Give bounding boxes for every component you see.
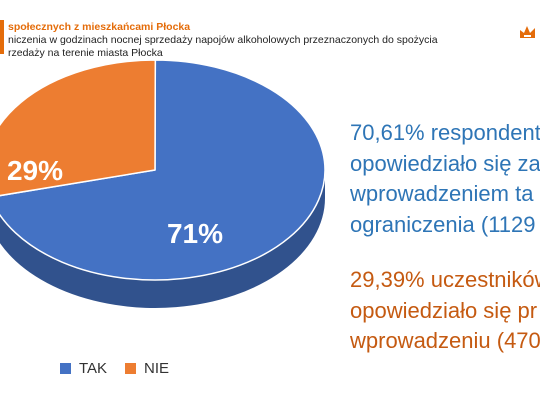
slide-header: społecznych z mieszkańcami Płocka niczen… — [0, 0, 540, 62]
no-summary-line: 29,39% uczestników — [350, 267, 540, 292]
legend-label: TAK — [79, 360, 108, 377]
legend-swatch — [125, 363, 136, 374]
yes-summary-line: opowiedziało się za — [350, 150, 540, 176]
data-label-nie: 29% — [7, 155, 63, 186]
legend-item-nie: NIE — [125, 360, 169, 377]
slide-subtitle-line-2: rzedaży na terenie miasta Płocka — [8, 47, 163, 59]
no-summary-line: opowiedziało się pr — [350, 297, 538, 323]
city-crest-icon — [520, 26, 535, 38]
yes-summary-text: 70,61% respondent opowiedziało się za wp… — [350, 118, 540, 240]
yes-summary-line: ograniczenia (1129 — [350, 211, 536, 237]
pie-slice-tak-side — [0, 170, 325, 309]
yes-summary-line: 70,61% respondent — [350, 120, 540, 145]
no-summary-text: 29,39% uczestników opowiedziało się pr w… — [350, 265, 540, 357]
pie-slice-nie — [0, 60, 157, 197]
legend-item-tak: TAK — [60, 360, 107, 377]
pie-slice-tak — [0, 60, 326, 281]
slide-title: społecznych z mieszkańcami Płocka — [8, 21, 191, 33]
legend-swatch — [60, 363, 71, 374]
legend-label: NIE — [144, 360, 170, 377]
yes-summary-line: wprowadzeniem ta — [350, 181, 534, 206]
no-summary-line: wprowadzeniu (470 — [350, 328, 540, 353]
slide-subtitle-line-1: niczenia w godzinach nocnej sprzedaży na… — [8, 34, 438, 46]
data-label-tak: 71% — [167, 218, 223, 249]
pie-chart: 71% 29% — [0, 60, 326, 309]
header-accent-bar — [0, 20, 4, 54]
